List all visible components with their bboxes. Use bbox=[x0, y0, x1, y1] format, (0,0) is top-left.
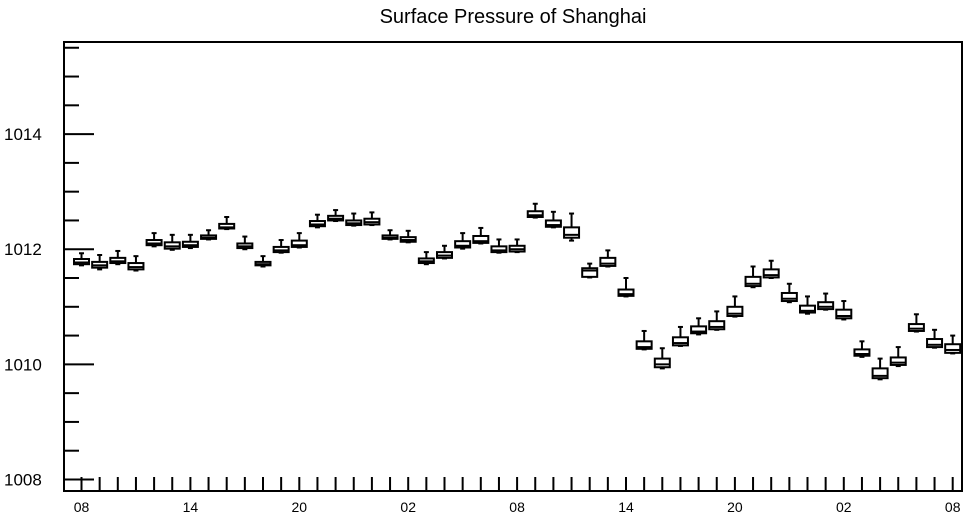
iqr-box bbox=[671, 336, 689, 347]
box bbox=[671, 325, 689, 347]
iqr-box bbox=[690, 325, 708, 335]
iqr-box bbox=[926, 338, 944, 349]
box bbox=[73, 252, 90, 267]
box bbox=[145, 232, 163, 248]
iqr-box bbox=[581, 267, 599, 278]
iqr-box bbox=[617, 288, 635, 297]
iqr-box bbox=[526, 210, 544, 218]
box bbox=[508, 238, 526, 254]
box bbox=[853, 340, 871, 358]
iqr-box bbox=[853, 348, 871, 357]
x-tick-label: 20 bbox=[292, 499, 308, 515]
box bbox=[127, 255, 145, 272]
iqr-box bbox=[835, 308, 853, 320]
iqr-box bbox=[780, 291, 798, 303]
iqr-box bbox=[290, 239, 308, 248]
box bbox=[490, 238, 508, 254]
y-axis: 1008 1010 1012 1014 bbox=[4, 46, 94, 489]
plot-frame bbox=[63, 41, 963, 492]
y-tick-label: 1012 bbox=[4, 240, 42, 259]
box bbox=[327, 209, 345, 223]
box bbox=[835, 300, 853, 321]
box bbox=[218, 215, 236, 231]
box bbox=[780, 282, 798, 304]
x-tick-label: 14 bbox=[183, 499, 199, 515]
iqr-box bbox=[762, 268, 780, 279]
box bbox=[181, 233, 199, 250]
box bbox=[726, 295, 744, 318]
box bbox=[200, 229, 218, 241]
box bbox=[290, 232, 308, 249]
box bbox=[381, 229, 399, 241]
box bbox=[399, 229, 417, 244]
iqr-box bbox=[472, 234, 490, 244]
y-tick-label: 1014 bbox=[4, 125, 42, 144]
box bbox=[871, 357, 889, 381]
box bbox=[472, 226, 490, 245]
iqr-box bbox=[817, 301, 835, 311]
box bbox=[308, 213, 326, 229]
box bbox=[454, 232, 472, 250]
box bbox=[944, 334, 962, 355]
box bbox=[109, 249, 127, 266]
x-tick-label: 02 bbox=[836, 499, 852, 515]
iqr-box bbox=[726, 305, 744, 318]
box bbox=[599, 249, 617, 268]
iqr-box bbox=[889, 356, 907, 366]
y-tick-label: 1010 bbox=[4, 355, 42, 374]
box bbox=[762, 259, 780, 280]
box bbox=[363, 211, 381, 227]
x-tick-label: 02 bbox=[400, 499, 416, 515]
iqr-box bbox=[653, 357, 671, 369]
box bbox=[563, 212, 581, 242]
box bbox=[690, 317, 708, 336]
iqr-box bbox=[799, 304, 816, 314]
box bbox=[744, 265, 762, 289]
iqr-box bbox=[907, 323, 925, 332]
box bbox=[799, 295, 816, 315]
x-tick-label: 08 bbox=[509, 499, 525, 515]
box bbox=[817, 292, 835, 311]
box bbox=[581, 262, 599, 279]
x-axis: 08 14 20 02 08 14 20 02 08 bbox=[74, 477, 961, 515]
iqr-box bbox=[544, 219, 562, 228]
iqr-box bbox=[599, 256, 617, 267]
iqr-box bbox=[635, 340, 653, 350]
x-tick-label: 14 bbox=[618, 499, 634, 515]
iqr-box bbox=[944, 343, 962, 354]
x-tick-label: 08 bbox=[74, 499, 90, 515]
box-series bbox=[73, 202, 962, 381]
box bbox=[436, 244, 453, 260]
box bbox=[91, 253, 109, 271]
iqr-box bbox=[871, 367, 889, 380]
box bbox=[272, 239, 290, 254]
box bbox=[708, 310, 726, 331]
iqr-box bbox=[744, 275, 762, 288]
box bbox=[635, 329, 653, 351]
box bbox=[544, 210, 562, 229]
box bbox=[907, 313, 925, 333]
box bbox=[889, 346, 907, 368]
box bbox=[254, 255, 272, 268]
iqr-box bbox=[218, 222, 236, 230]
box bbox=[617, 277, 635, 298]
box bbox=[236, 235, 254, 251]
box bbox=[345, 212, 363, 227]
iqr-box bbox=[563, 226, 581, 239]
chart-title: Surface Pressure of Shanghai bbox=[380, 6, 647, 28]
box bbox=[653, 347, 671, 370]
box bbox=[163, 233, 181, 251]
iqr-box bbox=[490, 245, 508, 254]
box bbox=[417, 251, 435, 266]
y-tick-label: 1008 bbox=[4, 470, 42, 489]
box bbox=[926, 328, 944, 349]
iqr-box bbox=[454, 240, 472, 249]
x-tick-label: 20 bbox=[727, 499, 743, 515]
iqr-box bbox=[708, 320, 726, 331]
box bbox=[526, 202, 544, 219]
x-tick-label: 08 bbox=[945, 499, 961, 515]
